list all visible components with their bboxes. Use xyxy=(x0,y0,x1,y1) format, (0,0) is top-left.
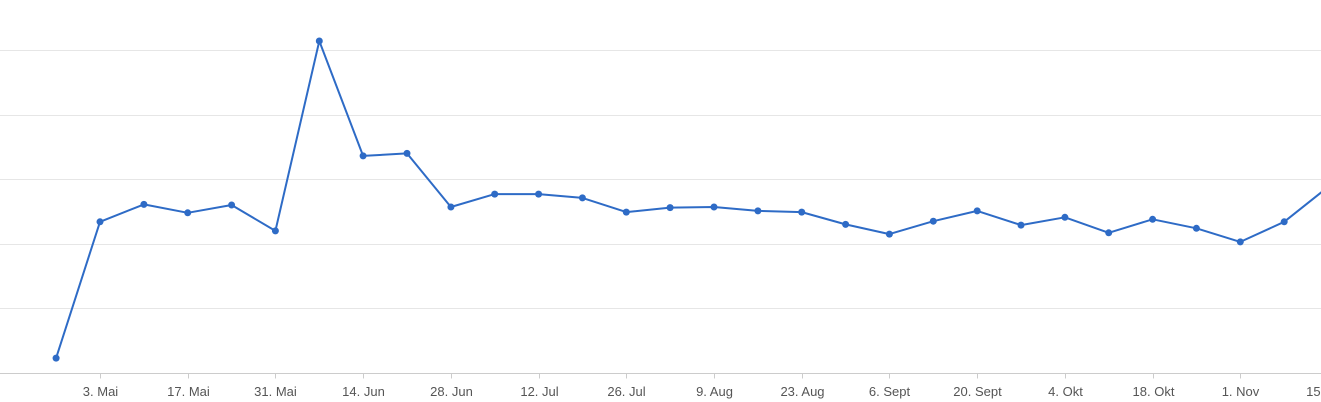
series-line xyxy=(55,40,1321,359)
data-point[interactable] xyxy=(622,208,630,216)
data-point[interactable] xyxy=(1149,215,1157,223)
data-point[interactable] xyxy=(403,149,411,157)
x-tick-label: 31. Mai xyxy=(254,384,297,399)
data-point[interactable] xyxy=(1192,224,1200,232)
x-tick-label: 15. Nov xyxy=(1306,384,1321,399)
data-point[interactable] xyxy=(491,190,499,198)
data-point[interactable] xyxy=(96,218,104,226)
data-point[interactable] xyxy=(710,203,718,211)
data-point[interactable] xyxy=(754,207,762,215)
x-tick-label: 23. Aug xyxy=(780,384,824,399)
data-point[interactable] xyxy=(228,201,236,209)
data-series xyxy=(52,37,1321,362)
data-point[interactable] xyxy=(315,37,323,45)
x-tick-label: 17. Mai xyxy=(167,384,210,399)
data-point[interactable] xyxy=(973,207,981,215)
x-tick-label: 4. Okt xyxy=(1048,384,1083,399)
x-tick-label: 20. Sept xyxy=(953,384,1002,399)
data-point[interactable] xyxy=(271,227,279,235)
data-point[interactable] xyxy=(52,354,60,362)
x-tick-label: 9. Aug xyxy=(696,384,733,399)
data-point[interactable] xyxy=(1280,218,1288,226)
data-point[interactable] xyxy=(798,208,806,216)
data-point[interactable] xyxy=(140,200,148,208)
data-point[interactable] xyxy=(578,194,586,202)
x-axis: 3. Mai 17. Mai 31. Mai 14. Jun 28. Jun 12. Ju… xyxy=(0,373,1321,399)
data-point[interactable] xyxy=(359,152,367,160)
x-tick-label: 28. Jun xyxy=(430,384,473,399)
x-tick-label: 1. Nov xyxy=(1222,384,1260,399)
data-point[interactable] xyxy=(1061,213,1069,221)
data-point[interactable] xyxy=(1017,221,1025,229)
data-point[interactable] xyxy=(1105,229,1113,237)
x-tick-label: 3. Mai xyxy=(83,384,119,399)
x-tick-label: 6. Sept xyxy=(869,384,911,399)
data-point[interactable] xyxy=(929,217,937,225)
gridlines xyxy=(0,50,1321,309)
x-tick-label: 18. Okt xyxy=(1133,384,1175,399)
data-point[interactable] xyxy=(1236,238,1244,246)
x-tick-label: 14. Jun xyxy=(342,384,385,399)
data-point[interactable] xyxy=(885,230,893,238)
data-point[interactable] xyxy=(447,203,455,211)
data-point[interactable] xyxy=(666,204,674,212)
data-point[interactable] xyxy=(184,209,192,217)
data-point[interactable] xyxy=(535,190,543,198)
x-tick-label: 26. Jul xyxy=(607,384,645,399)
x-tick-label: 12. Jul xyxy=(520,384,558,399)
data-point[interactable] xyxy=(842,220,850,228)
